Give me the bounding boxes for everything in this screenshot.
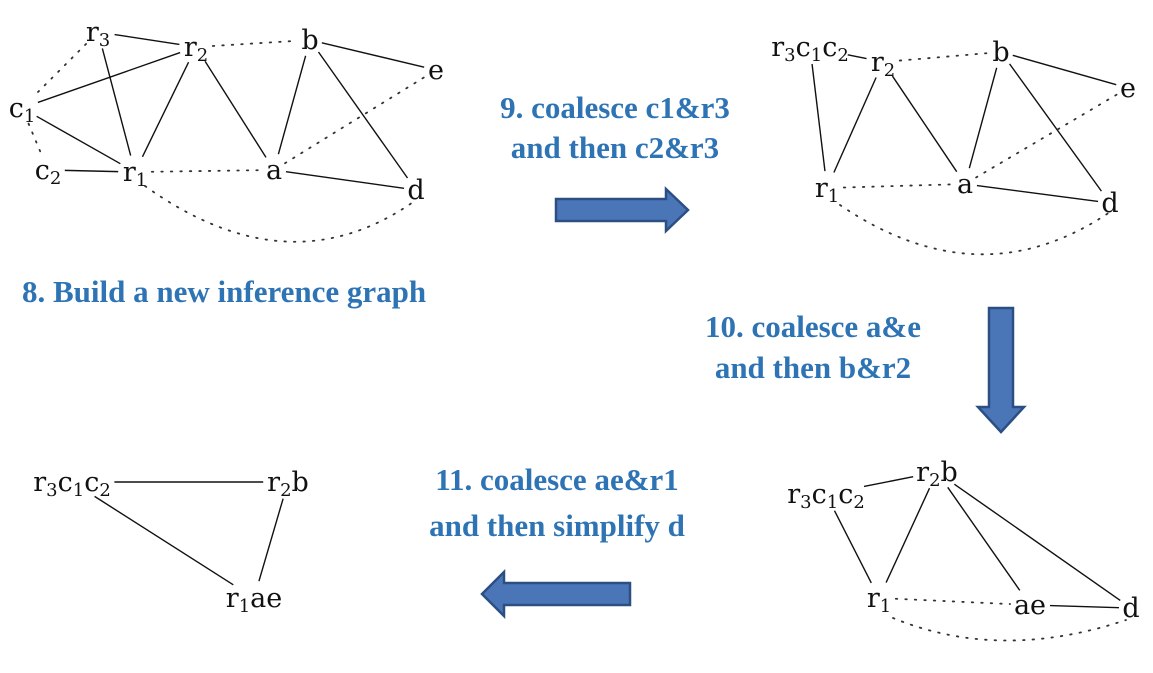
- edge-r3-r1: [101, 48, 132, 156]
- graph-1-nodes: r3 r2 b e c1 c2 r1 a d: [9, 17, 444, 206]
- arrow-left-icon: [480, 568, 632, 620]
- node-a: a: [266, 155, 282, 186]
- node-r3: r3: [86, 17, 110, 51]
- edge-r1-a: [150, 169, 263, 173]
- graph-4-edges: [94, 481, 284, 586]
- edge-r3c1c2-r1: [833, 510, 872, 584]
- node-r3c1c2: r3c1c2: [771, 32, 849, 66]
- edge-c2-r1: [64, 169, 119, 173]
- edge-r1-d: [144, 185, 417, 243]
- step9-label-line2: and then c2&r3: [511, 130, 719, 165]
- node-r3c1c2: r3c1c2: [33, 467, 111, 501]
- edge-b-d: [1009, 63, 1102, 192]
- edge-r3c1c2-r2b: [863, 476, 914, 488]
- edge-r1-ae: [894, 597, 1011, 605]
- edge-r1-d: [839, 204, 1111, 256]
- edge-r3c1c2-r2: [847, 54, 867, 60]
- node-d: d: [1122, 593, 1139, 624]
- edge-b-e: [321, 42, 425, 68]
- node-c2: c2: [35, 155, 62, 189]
- edge-r1-d: [892, 617, 1127, 642]
- node-r2b: r2b: [267, 467, 309, 501]
- step9-label-line1: 9. coalesce c1&r3: [500, 90, 730, 125]
- edge-b-d: [317, 51, 409, 179]
- edge-b-a: [277, 55, 307, 155]
- node-d: d: [1101, 188, 1118, 219]
- edge-r3-r2: [114, 33, 180, 46]
- step8-label: 8. Build a new inference graph: [22, 274, 426, 309]
- edge-r3c1c2-r1: [811, 63, 826, 172]
- node-r3c1c2: r3c1c2: [787, 479, 865, 513]
- edges-layer: [27, 33, 1127, 642]
- node-d: d: [407, 175, 424, 206]
- node-r1ae: r1ae: [226, 583, 282, 617]
- step10-label-line1: 10. coalesce a&e: [705, 309, 921, 344]
- edge-a-e: [975, 93, 1118, 179]
- edge-r2b-r1: [885, 487, 931, 583]
- edge-r2b-ae: [947, 486, 1021, 591]
- edge-r3c1c2-r1ae: [94, 495, 234, 586]
- edge-r2-a: [204, 60, 267, 158]
- edge-r2b-d: [953, 483, 1121, 602]
- edge-r2-b: [211, 39, 299, 47]
- node-ae: ae: [1014, 590, 1046, 621]
- edge-r2-c1: [37, 51, 181, 104]
- edge-r2-b: [898, 52, 990, 62]
- graph-3-edges: [833, 476, 1127, 642]
- graph-4-nodes: r3c1c2 r2b r1ae: [33, 467, 309, 617]
- node-r2: r2: [184, 32, 208, 66]
- node-b: b: [992, 37, 1009, 68]
- node-r1: r1: [123, 157, 147, 191]
- edge-a-e: [284, 75, 426, 165]
- graph-1-edges: [27, 33, 426, 243]
- edge-r1-a: [842, 183, 954, 189]
- edge-c1-c2: [27, 122, 43, 156]
- edge-b-e: [1012, 54, 1117, 86]
- edge-r2-r1: [141, 61, 190, 158]
- step10-label-line2: and then b&r2: [715, 350, 911, 385]
- graph-3-nodes: r3c1c2 r2b r1 ae d: [787, 457, 1139, 624]
- step11-label-line1: 11. coalesce ae&r1: [435, 462, 679, 497]
- edge-a-d: [976, 184, 1099, 203]
- graph-2-edges: [811, 52, 1118, 256]
- node-e: e: [428, 55, 444, 86]
- node-r2b: r2b: [916, 457, 958, 491]
- node-b: b: [301, 25, 318, 56]
- edge-r2-r1: [833, 77, 877, 173]
- edge-ae-d: [1049, 604, 1120, 609]
- node-r1: r1: [815, 173, 839, 207]
- edge-r2b-r1ae: [258, 498, 284, 582]
- edge-r2-a: [891, 75, 958, 173]
- step11-label-line2: and then simplify d: [429, 508, 685, 543]
- edge-c1-r1: [36, 115, 121, 165]
- node-r1: r1: [867, 583, 891, 617]
- node-c1: c1: [9, 93, 36, 127]
- arrow-right-icon: [554, 186, 690, 234]
- edge-b-a: [968, 67, 998, 169]
- arrow-down-icon: [975, 306, 1027, 434]
- node-r2: r2: [871, 47, 895, 81]
- edge-a-d: [285, 170, 405, 190]
- node-e: e: [1120, 73, 1136, 104]
- graph-2-nodes: r3c1c2 r2 b e r1 a d: [771, 32, 1136, 219]
- node-a: a: [957, 169, 973, 200]
